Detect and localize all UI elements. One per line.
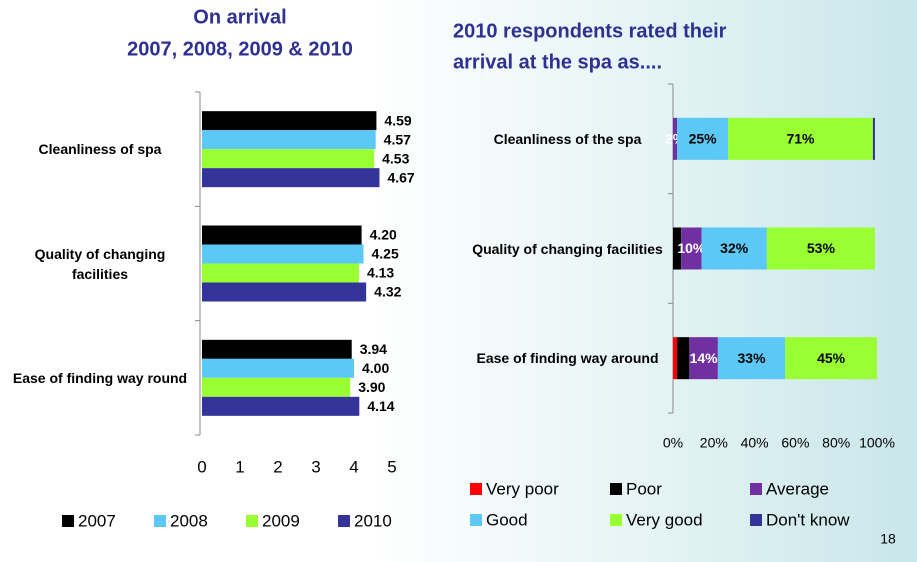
legend-swatch bbox=[62, 515, 74, 527]
bar bbox=[202, 263, 359, 283]
legend-swatch bbox=[338, 515, 350, 527]
legend-label: 2009 bbox=[262, 511, 300, 530]
x-tick-label: 60% bbox=[781, 435, 809, 451]
legend-swatch bbox=[470, 514, 482, 526]
bar-segment bbox=[785, 337, 877, 380]
x-tick-label: 2 bbox=[273, 457, 282, 476]
bar bbox=[202, 149, 375, 169]
bar-segment bbox=[728, 117, 873, 160]
x-tick-label: 4 bbox=[349, 457, 358, 476]
value-label: 4.32 bbox=[374, 284, 401, 300]
bar bbox=[202, 377, 351, 397]
bar bbox=[202, 168, 380, 188]
legend-swatch bbox=[470, 483, 482, 495]
legend-swatch bbox=[750, 483, 762, 495]
bar bbox=[202, 244, 364, 264]
bar bbox=[202, 282, 367, 302]
x-tick-label: 0% bbox=[663, 435, 683, 451]
bar bbox=[202, 339, 352, 359]
value-label: 14% bbox=[690, 350, 719, 366]
value-label: 4.59 bbox=[384, 112, 411, 128]
legend-label: Good bbox=[486, 510, 528, 529]
bar bbox=[202, 225, 362, 245]
x-tick-label: 1 bbox=[235, 457, 244, 476]
bar-segment bbox=[677, 117, 729, 160]
bar bbox=[202, 396, 360, 416]
legend-swatch bbox=[154, 515, 166, 527]
page-number: 18 bbox=[880, 531, 896, 547]
category-label: Ease of finding way round bbox=[12, 369, 188, 386]
bar-segment bbox=[689, 337, 718, 380]
chart-title: 2007, 2008, 2009 & 2010 bbox=[127, 38, 353, 60]
bar bbox=[202, 358, 354, 378]
legend-label: 2008 bbox=[170, 511, 208, 530]
value-label: 25% bbox=[689, 131, 718, 147]
bar-segment bbox=[673, 337, 678, 380]
bar-segment bbox=[673, 117, 678, 160]
value-label: 3.94 bbox=[360, 341, 387, 357]
bar-segment bbox=[766, 227, 875, 270]
legend-label: 2010 bbox=[354, 511, 392, 530]
legend-label: Average bbox=[766, 479, 829, 498]
bar bbox=[202, 111, 377, 131]
x-tick-label: 20% bbox=[700, 435, 728, 451]
value-label: 53% bbox=[807, 240, 836, 256]
x-tick-label: 40% bbox=[741, 435, 769, 451]
bar-segment bbox=[681, 227, 702, 270]
bar-segment bbox=[872, 117, 875, 160]
value-label: 4.57 bbox=[384, 131, 411, 147]
value-label: 32% bbox=[720, 240, 749, 256]
x-tick-label: 100% bbox=[859, 435, 895, 451]
value-label: 4.67 bbox=[387, 169, 414, 185]
value-label: 33% bbox=[738, 350, 767, 366]
legend-swatch bbox=[610, 483, 622, 495]
value-label: 4.13 bbox=[367, 265, 394, 281]
value-label: 4.00 bbox=[362, 360, 389, 376]
legend-swatch bbox=[246, 515, 258, 527]
value-label: 10% bbox=[677, 240, 706, 256]
value-label: 4.20 bbox=[370, 227, 397, 243]
category-label: Cleanliness of spa bbox=[38, 141, 162, 158]
legend-swatch bbox=[750, 514, 762, 526]
bar-segment bbox=[673, 227, 682, 270]
category-label: Ease of finding way around bbox=[476, 350, 659, 367]
value-label: 3.90 bbox=[358, 379, 385, 395]
x-tick-label: 5 bbox=[387, 457, 396, 476]
chart-title: 2010 respondents rated their bbox=[453, 20, 727, 42]
legend-label: 2007 bbox=[78, 511, 116, 530]
bar-segment bbox=[701, 227, 767, 270]
x-tick-label: 80% bbox=[822, 435, 850, 451]
chart-title: arrival at the spa as.... bbox=[453, 51, 662, 73]
legend-label: Poor bbox=[626, 479, 662, 498]
bar-segment bbox=[677, 337, 690, 380]
bar bbox=[202, 130, 376, 150]
legend-label: Very poor bbox=[486, 479, 559, 498]
bar-segment bbox=[717, 337, 786, 380]
chart-title: On arrival bbox=[193, 6, 286, 28]
x-tick-label: 0 bbox=[197, 457, 206, 476]
value-label: 71% bbox=[786, 131, 815, 147]
value-label: 4.25 bbox=[372, 246, 399, 262]
legend-label: Don't know bbox=[766, 510, 850, 529]
value-label: 45% bbox=[817, 350, 846, 366]
category-label: Cleanliness of the spa bbox=[493, 130, 642, 147]
category-label: Quality of changing facilities bbox=[34, 245, 166, 282]
x-tick-label: 3 bbox=[311, 457, 320, 476]
legend-swatch bbox=[610, 514, 622, 526]
value-label: 4.53 bbox=[382, 150, 409, 166]
value-label: 4.14 bbox=[367, 398, 394, 414]
category-label: Quality of changing facilities bbox=[472, 240, 663, 257]
legend-label: Very good bbox=[626, 510, 703, 529]
